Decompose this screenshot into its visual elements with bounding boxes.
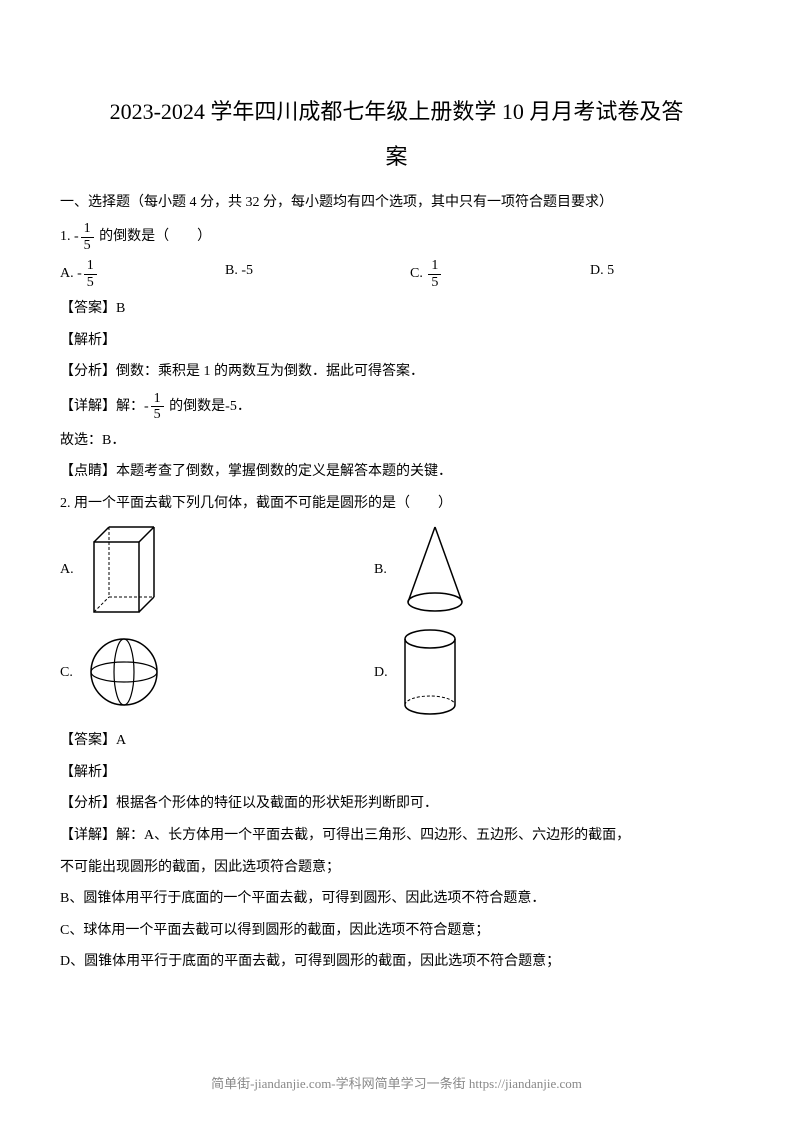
frac-num: 1 (428, 258, 441, 274)
opt-a-frac: 15 (84, 258, 97, 290)
q2-opt-a-label: A. (60, 557, 78, 584)
q1-answer: 【答案】B (60, 296, 733, 323)
page-title-line1: 2023-2024 学年四川成都七年级上册数学 10 月月考试卷及答 (60, 95, 733, 128)
cone-icon (398, 522, 473, 617)
frac-den: 5 (84, 275, 97, 290)
q2-opt-d-cell: D. (374, 625, 463, 720)
q2-xiangjie-b: B、圆锥体用平行于底面的一个平面去截，可得到圆形、因此选项不符合题意． (60, 886, 733, 913)
cylinder-icon (398, 625, 463, 720)
q1-stem: 1. -15 的倒数是（ ） (60, 221, 733, 253)
q1-fenxi: 【分析】倒数：乘积是 1 的两数互为倒数．据此可得答案． (60, 359, 733, 386)
opt-c-frac: 15 (428, 258, 441, 290)
q2-fenxi: 【分析】根据各个形体的特征以及截面的形状矩形判断即可． (60, 791, 733, 818)
q1-xiangjie: 【详解】解：-15 的倒数是-5． (60, 391, 733, 423)
frac-num: 1 (81, 221, 94, 237)
q1-xiangjie-pre: 【详解】解： (60, 399, 144, 414)
q2-xiangjie-c: C、球体用一个平面去截可以得到圆形的截面，因此选项不符合题意； (60, 918, 733, 945)
q2-opt-d-label: D. (374, 660, 392, 687)
q2-opt-a-cell: A. (60, 522, 164, 617)
q2-stem: 2. 用一个平面去截下列几何体，截面不可能是圆形的是（ ） (60, 491, 733, 518)
q1-xiangjie-frac: 15 (151, 391, 164, 423)
opt-c-pre: C. (410, 266, 426, 281)
cuboid-icon (84, 522, 164, 617)
q2-opt-b-cell: B. (374, 522, 473, 617)
q2-xiangjie-a: 【详解】解：A、长方体用一个平面去截，可得出三角形、四边形、五边形、六边形的截面… (60, 823, 733, 850)
q1-opt-b: B. -5 (225, 258, 410, 290)
frac-den: 5 (81, 238, 94, 253)
frac-den: 5 (428, 275, 441, 290)
sphere-icon (84, 635, 164, 710)
q2-opt-b-label: B. (374, 557, 392, 584)
frac-den: 5 (151, 407, 164, 422)
q2-opt-c-label: C. (60, 660, 78, 687)
section-1-heading: 一、选择题（每小题 4 分，共 32 分，每小题均有四个选项，其中只有一项符合题… (60, 190, 733, 217)
q1-opt-a: A. -15 (60, 258, 225, 290)
q1-jiexi: 【解析】 (60, 328, 733, 355)
q1-stem-pre: 1. (60, 230, 74, 245)
q1-options: A. -15 B. -5 C. 15 D. 5 (60, 258, 733, 290)
q1-opt-c: C. 15 (410, 258, 590, 290)
page-footer: 简单街-jiandanjie.com-学科网简单学习一条街 https://ji… (0, 1072, 793, 1097)
frac-num: 1 (84, 258, 97, 274)
q1-stem-frac: 15 (81, 221, 94, 253)
q1-stem-post: 的倒数是（ ） (96, 230, 212, 245)
page-title-line2: 案 (60, 136, 733, 178)
q2-shapes-row1: A. B. (60, 522, 733, 617)
q2-xiangjie-a2: 不可能出现圆形的截面，因此选项符合题意； (60, 855, 733, 882)
opt-a-pre: A. (60, 266, 77, 281)
q1-dianjing: 【点睛】本题考查了倒数，掌握倒数的定义是解答本题的关键． (60, 459, 733, 486)
frac-num: 1 (151, 391, 164, 407)
q1-guxuan: 故选：B． (60, 428, 733, 455)
q2-opt-c-cell: C. (60, 635, 164, 710)
q2-jiexi: 【解析】 (60, 760, 733, 787)
q1-opt-d: D. 5 (590, 258, 614, 290)
q1-xiangjie-post: 的倒数是-5． (166, 399, 251, 414)
q2-shapes-row2: C. D. (60, 625, 733, 720)
q2-answer: 【答案】A (60, 728, 733, 755)
q2-xiangjie-d: D、圆锥体用平行于底面的平面去截，可得到圆形的截面，因此选项不符合题意； (60, 949, 733, 976)
